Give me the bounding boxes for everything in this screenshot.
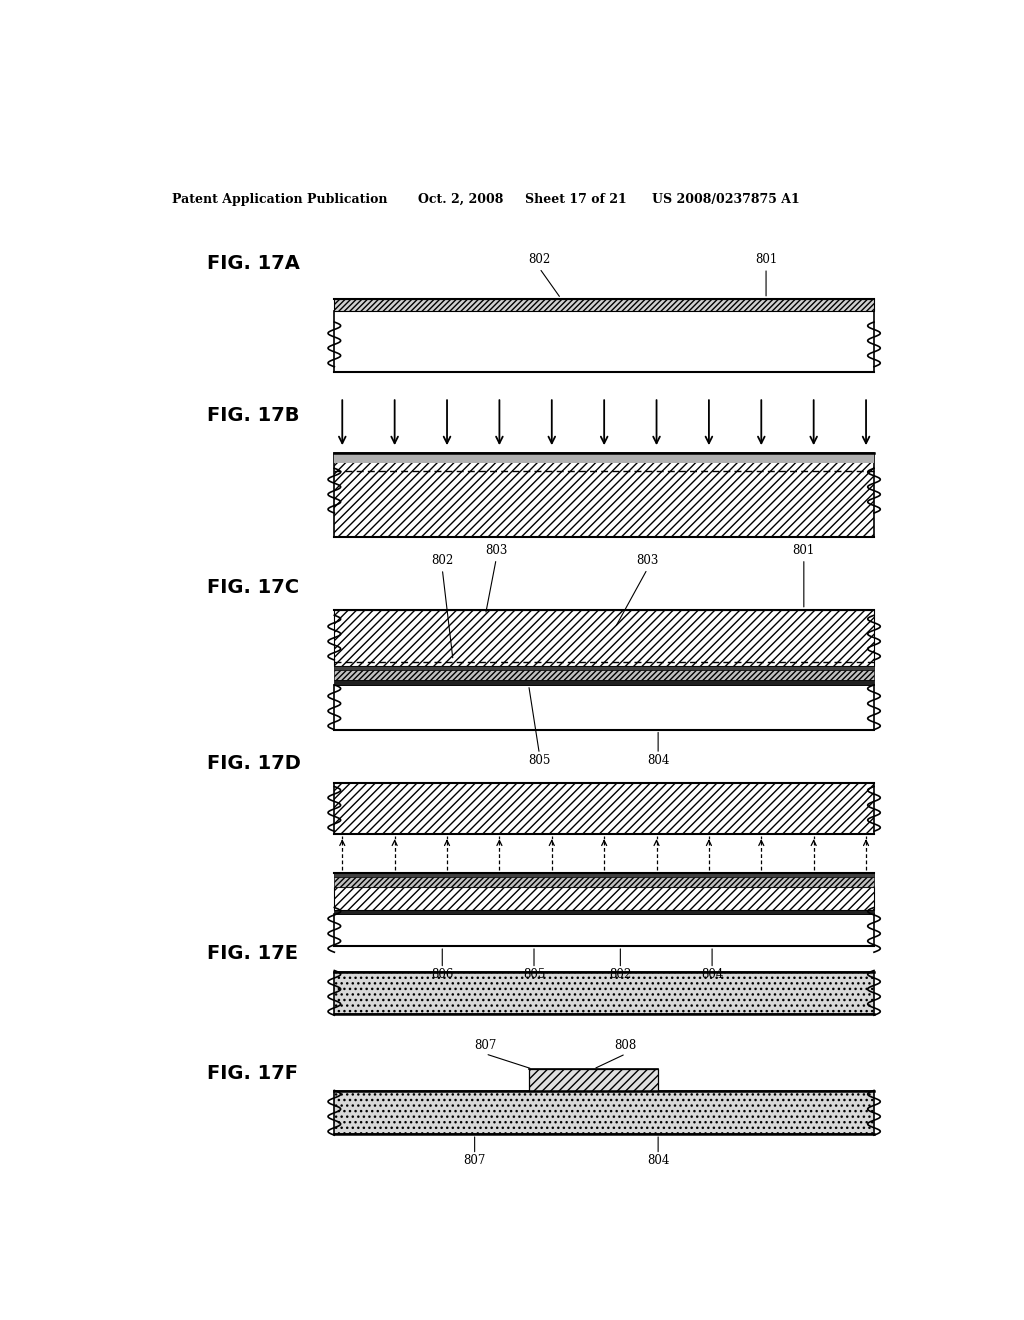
Text: Oct. 2, 2008: Oct. 2, 2008	[418, 193, 503, 206]
Bar	[334, 680, 873, 685]
Bar	[334, 784, 873, 834]
Bar	[334, 1092, 873, 1134]
Text: 807: 807	[464, 1155, 485, 1167]
Text: 806: 806	[431, 969, 454, 982]
Text: 804: 804	[647, 754, 670, 767]
Text: FIG. 17F: FIG. 17F	[207, 1064, 298, 1082]
Bar	[334, 887, 873, 909]
Text: FIG. 17B: FIG. 17B	[207, 407, 300, 425]
Bar	[334, 972, 873, 1014]
Bar	[334, 453, 873, 463]
Text: 802: 802	[528, 253, 551, 267]
Bar	[334, 909, 873, 913]
Text: FIG. 17D: FIG. 17D	[207, 754, 301, 772]
Text: 801: 801	[755, 253, 777, 267]
Text: 805: 805	[528, 754, 551, 767]
Bar	[334, 669, 873, 680]
Text: 808: 808	[614, 1039, 637, 1052]
Bar	[334, 665, 873, 669]
Bar	[334, 873, 873, 876]
Bar	[334, 913, 873, 946]
Text: 802: 802	[431, 554, 454, 568]
Text: 804: 804	[700, 969, 723, 982]
Bar	[334, 610, 873, 665]
Bar	[334, 312, 873, 372]
Text: Sheet 17 of 21: Sheet 17 of 21	[524, 193, 627, 206]
Text: 801: 801	[793, 544, 815, 557]
Bar	[334, 876, 873, 887]
Bar	[528, 1069, 658, 1092]
Text: 804: 804	[647, 1155, 670, 1167]
Text: US 2008/0237875 A1: US 2008/0237875 A1	[652, 193, 800, 206]
Bar	[334, 685, 873, 730]
Text: 805: 805	[523, 969, 545, 982]
Text: FIG. 17E: FIG. 17E	[207, 944, 298, 962]
Text: Patent Application Publication: Patent Application Publication	[172, 193, 387, 206]
Text: FIG. 17A: FIG. 17A	[207, 253, 300, 273]
Text: FIG. 17C: FIG. 17C	[207, 578, 299, 597]
Text: 802: 802	[609, 969, 632, 982]
Text: 807: 807	[474, 1039, 497, 1052]
Bar	[334, 453, 873, 536]
Text: 803: 803	[485, 544, 508, 557]
Text: 803: 803	[636, 554, 658, 568]
Bar	[334, 298, 873, 312]
